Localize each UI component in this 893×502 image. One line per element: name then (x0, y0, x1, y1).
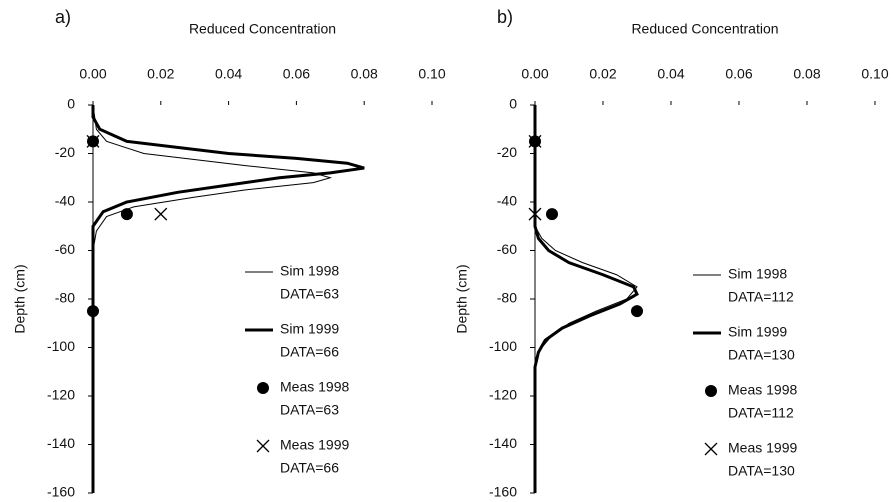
chart-title: Reduced Concentration (189, 21, 336, 37)
line-series (91, 105, 365, 493)
legend-label: Sim 1998 (728, 266, 787, 282)
data-point (546, 208, 558, 221)
x-tick-label: 0.10 (418, 66, 445, 82)
legend-label: Meas 1999 (280, 437, 349, 453)
x-tick-label: 0.08 (351, 66, 378, 82)
data-point (631, 305, 643, 318)
y-tick-label: -140 (489, 435, 517, 451)
legend-note: DATA=112 (728, 405, 794, 421)
chart-title: Reduced Concentration (631, 21, 778, 37)
y-axis-label: Depth (cm) (454, 264, 470, 333)
line-series (533, 105, 639, 493)
x-tick-label: 0.06 (725, 66, 752, 82)
y-tick-label: -160 (47, 484, 75, 500)
y-tick-label: -40 (497, 193, 517, 209)
data-point (154, 207, 168, 221)
y-tick-label: -100 (47, 338, 75, 354)
data-point (120, 208, 133, 221)
legend-marker (256, 439, 270, 453)
y-tick-label: -40 (55, 193, 75, 209)
legend-label: Sim 1998 (280, 263, 339, 279)
data-point (528, 134, 542, 148)
y-tick-label: -60 (497, 241, 517, 257)
x-tick-label: 0.00 (521, 66, 548, 82)
y-tick-label: 0 (509, 96, 517, 112)
line-series (92, 104, 333, 493)
x-tick-label: 0.02 (589, 66, 616, 82)
data-point (528, 207, 542, 221)
x-tick-label: 0.06 (283, 66, 310, 82)
y-tick-label: -20 (55, 144, 75, 160)
x-tick-label: 0.10 (861, 66, 888, 82)
legend-label: Sim 1999 (280, 321, 339, 337)
legend-note: DATA=130 (728, 463, 795, 479)
data-point (86, 134, 100, 148)
legend-note: DATA=66 (280, 344, 339, 360)
y-tick-label: -160 (489, 484, 517, 500)
x-tick-label: 0.02 (147, 66, 174, 82)
y-tick-label: -60 (55, 241, 75, 257)
y-tick-label: -120 (489, 387, 517, 403)
legend-note: DATA=63 (280, 402, 339, 418)
y-axis-label: Depth (cm) (12, 264, 28, 333)
y-tick-label: -100 (489, 338, 517, 354)
legend-label: Sim 1999 (728, 324, 787, 340)
x-tick-label: 0.04 (215, 66, 242, 82)
y-tick-label: -80 (497, 290, 517, 306)
x-tick-label: 0.00 (79, 66, 106, 82)
panel-label: a) (55, 7, 71, 27)
y-tick-label: -80 (55, 290, 75, 306)
legend-label: Meas 1998 (280, 379, 349, 395)
legend-note: DATA=130 (728, 347, 795, 363)
line-series (534, 105, 638, 493)
panel-label: b) (497, 7, 513, 27)
y-tick-label: 0 (67, 96, 75, 112)
legend-note: DATA=63 (280, 286, 339, 302)
data-point (87, 305, 99, 318)
legend-marker (704, 442, 718, 456)
x-tick-label: 0.08 (793, 66, 820, 82)
y-tick-label: -120 (47, 387, 75, 403)
y-tick-label: -20 (497, 144, 517, 160)
legend-note: DATA=112 (728, 289, 794, 305)
legend-label: Meas 1999 (728, 440, 797, 456)
x-tick-label: 0.04 (657, 66, 684, 82)
y-tick-label: -140 (47, 435, 75, 451)
legend-note: DATA=66 (280, 460, 339, 476)
legend-marker (705, 385, 717, 397)
legend-label: Meas 1998 (728, 382, 797, 398)
legend-marker (257, 382, 269, 394)
